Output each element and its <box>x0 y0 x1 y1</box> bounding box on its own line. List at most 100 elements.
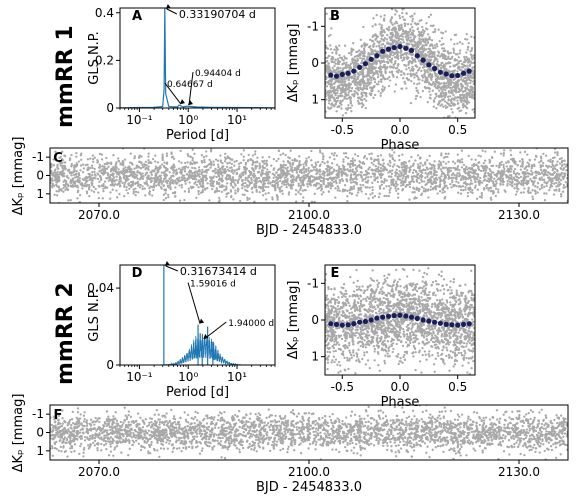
data-point <box>327 190 331 193</box>
data-point <box>125 174 128 177</box>
data-point <box>149 160 152 164</box>
data-point <box>347 85 350 89</box>
data-point <box>411 177 414 180</box>
data-point <box>66 188 70 192</box>
data-point <box>115 166 118 169</box>
data-point <box>446 95 450 98</box>
data-point <box>343 44 347 47</box>
data-point <box>451 160 455 163</box>
data-point <box>498 164 501 167</box>
data-point <box>480 192 483 195</box>
data-point <box>469 74 473 77</box>
data-point <box>420 30 423 34</box>
data-point <box>363 45 367 48</box>
data-point <box>451 111 454 114</box>
data-point <box>82 167 86 170</box>
data-point <box>136 177 139 180</box>
data-point <box>332 177 335 180</box>
data-point <box>331 76 334 80</box>
data-point <box>405 34 409 37</box>
data-point <box>405 12 408 15</box>
data-point <box>134 187 137 190</box>
data-point <box>123 183 126 187</box>
data-point <box>255 184 258 187</box>
data-point <box>288 157 291 160</box>
data-point <box>68 157 72 160</box>
data-point <box>433 28 437 31</box>
data-point <box>492 184 495 188</box>
data-point <box>360 176 363 179</box>
data-point <box>206 186 209 190</box>
data-point <box>455 58 459 62</box>
data-point <box>330 177 333 181</box>
data-point <box>411 73 414 76</box>
data-point <box>379 154 383 157</box>
data-point <box>416 27 420 30</box>
data-point <box>352 48 355 51</box>
data-point <box>469 81 472 85</box>
data-point <box>353 55 357 58</box>
data-point <box>453 57 457 61</box>
data-point <box>388 43 392 46</box>
data-point <box>413 22 417 25</box>
data-point <box>307 156 311 159</box>
data-point <box>397 24 400 27</box>
data-point <box>103 165 106 168</box>
binned-point <box>408 47 415 54</box>
data-point <box>264 185 267 189</box>
data-point <box>290 187 293 190</box>
data-point <box>438 190 442 193</box>
data-point <box>375 13 378 17</box>
data-point <box>344 155 348 159</box>
data-point <box>326 91 330 94</box>
data-point <box>319 179 323 183</box>
data-point <box>137 166 141 169</box>
data-point <box>512 159 515 163</box>
data-point <box>444 88 447 92</box>
data-point <box>235 159 238 163</box>
data-point <box>433 160 436 163</box>
data-point <box>351 162 355 166</box>
data-point <box>371 48 374 52</box>
data-point <box>391 148 394 152</box>
data-point <box>196 174 200 177</box>
data-point <box>388 36 392 40</box>
plot-area-b <box>325 8 475 118</box>
data-point <box>515 190 519 193</box>
data-point <box>466 172 469 175</box>
data-point <box>341 179 345 183</box>
data-point <box>253 183 256 186</box>
data-point <box>352 185 356 188</box>
data-point <box>281 182 284 185</box>
data-point <box>372 163 375 166</box>
data-point <box>439 63 443 67</box>
data-point <box>439 77 442 80</box>
data-point <box>339 79 342 83</box>
data-point <box>437 81 440 85</box>
data-point <box>383 178 386 181</box>
data-point <box>325 44 328 47</box>
data-point <box>291 174 295 178</box>
data-point <box>472 96 475 99</box>
data-point <box>562 166 566 170</box>
data-point <box>401 38 405 42</box>
data-point <box>169 187 172 191</box>
data-point <box>369 47 372 50</box>
data-point <box>179 149 182 153</box>
data-point <box>211 182 215 185</box>
x-tick-label: 0.5 <box>448 123 467 137</box>
data-point <box>385 61 389 64</box>
data-point <box>490 179 493 182</box>
data-point <box>382 76 385 79</box>
data-point <box>85 190 89 193</box>
data-point <box>427 75 431 78</box>
data-point <box>141 172 144 175</box>
data-point <box>329 91 332 94</box>
data-point <box>560 179 563 182</box>
data-point <box>563 163 566 166</box>
data-point <box>205 165 209 168</box>
data-point <box>425 27 428 30</box>
data-point <box>464 37 467 41</box>
data-point <box>406 32 409 35</box>
data-point <box>195 178 198 181</box>
